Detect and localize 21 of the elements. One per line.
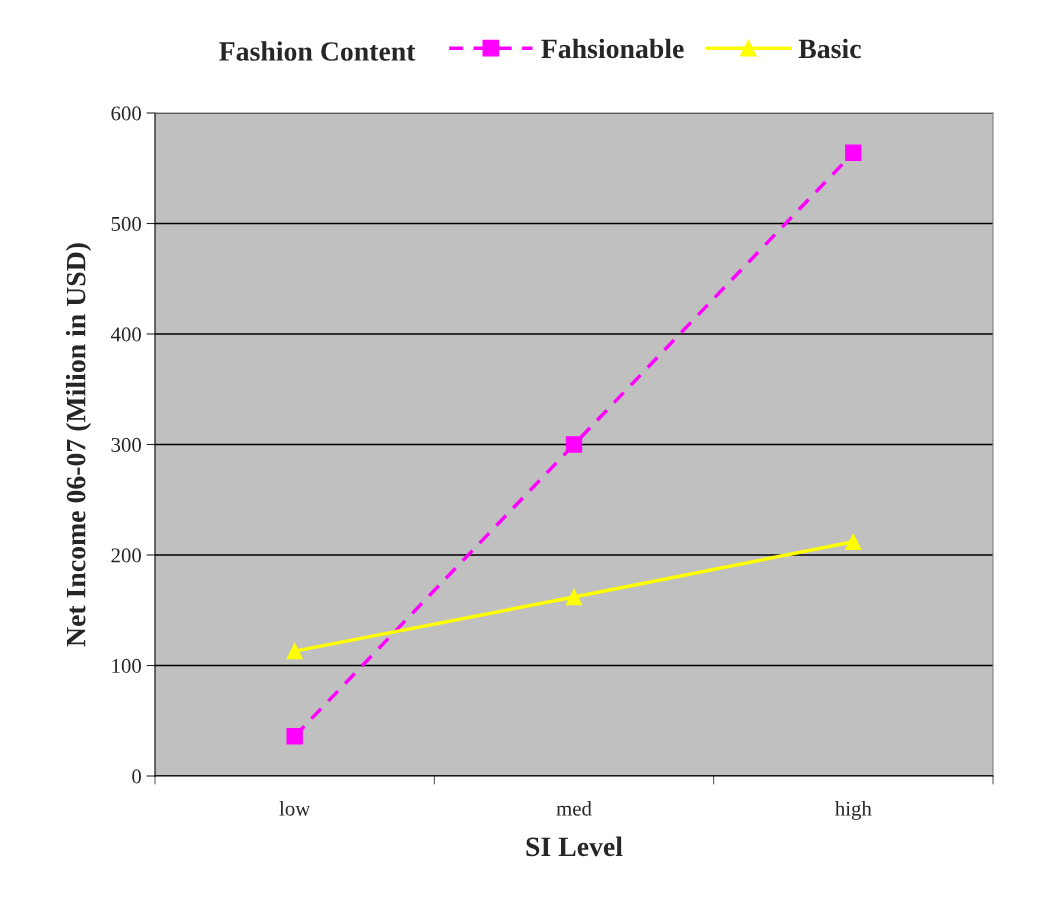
point (286, 728, 303, 745)
y-tick-label: 600 (111, 106, 142, 121)
y-tick-label: 0 (132, 769, 142, 784)
point (845, 144, 862, 161)
y-tick-label: 500 (111, 216, 142, 231)
y-tick-label: 100 (112, 658, 142, 673)
y-tick-label: 200 (111, 548, 142, 563)
point (286, 642, 303, 660)
x-tick-label: high (835, 801, 872, 820)
legend-title: Fashion Content (219, 41, 416, 61)
legend-label: Basic (798, 38, 861, 59)
y-axis-title: Net Income 06-07 (Milion in USD) (65, 243, 92, 647)
point (565, 436, 583, 453)
x-tick-label: med (556, 801, 592, 816)
y-tick-label: 300 (111, 437, 142, 452)
y-tick-label: 400 (110, 327, 142, 342)
x-axis-title: SI Level (526, 836, 623, 857)
legend-label: Fahsionable (541, 38, 684, 59)
point (845, 533, 862, 550)
x-tick-label: low (279, 801, 311, 816)
point (565, 588, 583, 606)
